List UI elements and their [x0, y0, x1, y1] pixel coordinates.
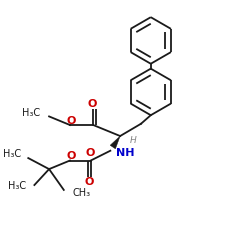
Text: O: O: [86, 148, 95, 158]
Text: O: O: [87, 99, 97, 109]
Polygon shape: [110, 136, 120, 149]
Text: H₃C: H₃C: [22, 108, 40, 118]
Text: H₃C: H₃C: [3, 149, 21, 159]
Text: NH: NH: [116, 148, 135, 158]
Text: O: O: [66, 116, 76, 126]
Text: O: O: [66, 151, 76, 161]
Text: O: O: [85, 177, 94, 187]
Text: CH₃: CH₃: [72, 188, 90, 198]
Text: H₃C: H₃C: [8, 181, 26, 191]
Text: H: H: [130, 136, 136, 145]
